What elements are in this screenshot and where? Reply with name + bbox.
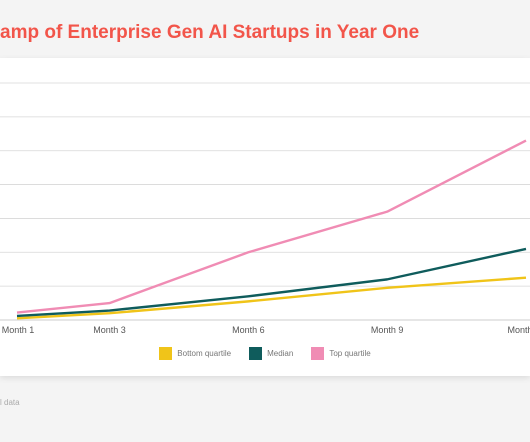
legend-label: Bottom quartile bbox=[177, 349, 232, 358]
x-tick-label: Month 9 bbox=[370, 325, 404, 335]
gridlines bbox=[0, 82, 530, 321]
legend-swatch bbox=[249, 347, 263, 360]
legend-label: Median bbox=[267, 349, 294, 358]
series-line-bottom-quartile bbox=[16, 276, 527, 320]
series-line-median bbox=[16, 247, 527, 318]
legend: Bottom quartile Median Top quartile bbox=[0, 347, 530, 360]
x-tick-label: Month 6 bbox=[232, 325, 265, 335]
chart-title: amp of Enterprise Gen AI Startups in Yea… bbox=[0, 22, 420, 43]
source-note: l data bbox=[0, 398, 20, 407]
chart-card: Month 1 Month 3 Month 6 Month 9 Month Bottom… bbox=[0, 58, 530, 376]
legend-item: Top quartile bbox=[311, 347, 371, 360]
x-tick-label: Month 1 bbox=[1, 325, 35, 335]
series-line-top-quartile bbox=[16, 139, 527, 314]
legend-swatch bbox=[159, 347, 173, 360]
legend-swatch bbox=[311, 347, 325, 360]
series-lines bbox=[16, 139, 527, 320]
x-tick-label: Month 3 bbox=[93, 325, 126, 335]
legend-item: Median bbox=[249, 347, 293, 360]
legend-item: Bottom quartile bbox=[159, 347, 231, 360]
x-tick-label: Month bbox=[507, 325, 530, 335]
line-chart bbox=[0, 82, 530, 321]
legend-label: Top quartile bbox=[329, 349, 371, 358]
